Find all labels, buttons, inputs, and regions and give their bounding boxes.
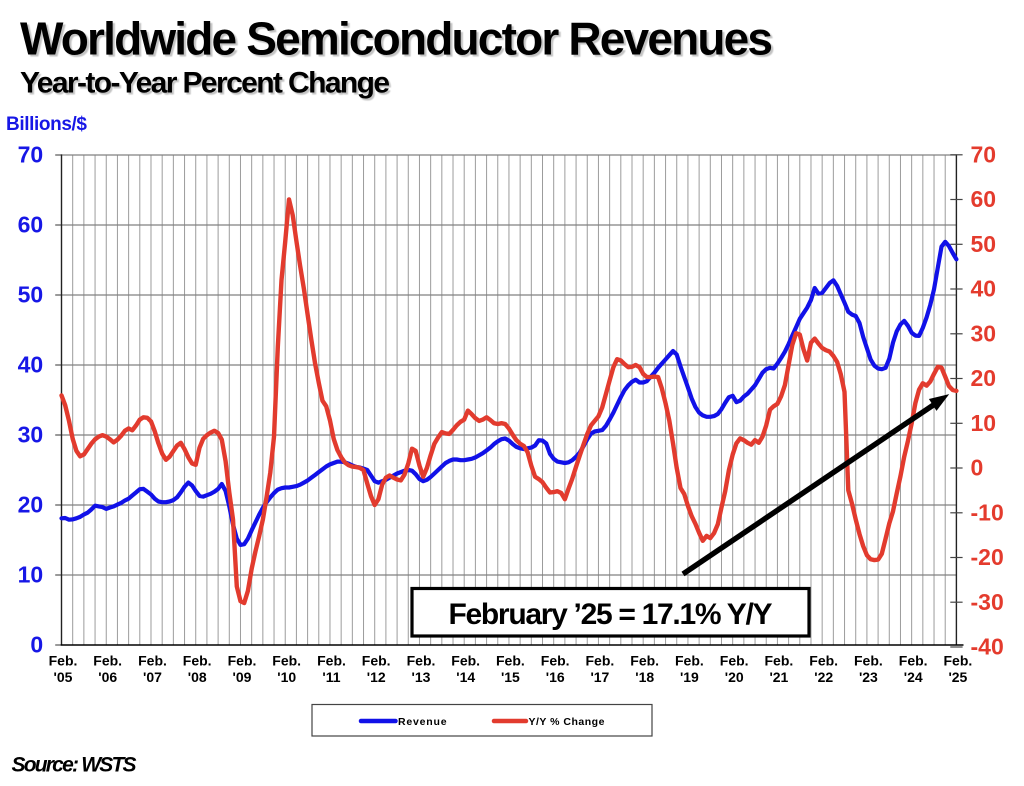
svg-text:Feb.: Feb.	[675, 653, 704, 669]
svg-text:Worldwide Semiconductor Revenu: Worldwide Semiconductor Revenues	[22, 15, 775, 67]
svg-text:30: 30	[971, 320, 997, 346]
svg-text:-10: -10	[971, 499, 1004, 525]
svg-text:'17: '17	[590, 669, 609, 685]
svg-text:'16: '16	[546, 669, 565, 685]
svg-text:'24: '24	[904, 669, 923, 685]
svg-text:Revenue: Revenue	[398, 716, 447, 728]
svg-text:Feb.: Feb.	[93, 653, 122, 669]
svg-text:Feb.: Feb.	[228, 653, 257, 669]
svg-text:Billions/$: Billions/$	[6, 114, 87, 135]
svg-text:Year-to-Year Percent Change: Year-to-Year Percent Change	[22, 68, 392, 101]
svg-text:'06: '06	[98, 669, 117, 685]
svg-text:'07: '07	[143, 669, 162, 685]
svg-text:0: 0	[30, 632, 43, 658]
svg-text:'19: '19	[680, 669, 699, 685]
svg-text:February ’25 = 17.1% Y/Y: February ’25 = 17.1% Y/Y	[449, 598, 773, 631]
svg-text:70: 70	[18, 142, 44, 168]
svg-text:Y/Y % Change: Y/Y % Change	[529, 716, 605, 728]
svg-text:-40: -40	[971, 634, 1004, 660]
svg-text:Feb.: Feb.	[183, 653, 212, 669]
svg-text:'12: '12	[367, 669, 386, 685]
svg-text:Worldwide Semiconductor Revenu: Worldwide Semiconductor Revenues	[20, 13, 773, 65]
svg-text:-20: -20	[971, 544, 1004, 570]
svg-text:'14: '14	[456, 669, 475, 685]
svg-text:20: 20	[971, 365, 997, 391]
svg-text:'22: '22	[814, 669, 833, 685]
svg-text:Feb.: Feb.	[899, 653, 928, 669]
svg-text:Feb.: Feb.	[272, 653, 301, 669]
svg-text:-30: -30	[971, 589, 1004, 615]
svg-text:Feb.: Feb.	[586, 653, 615, 669]
svg-text:'05: '05	[54, 669, 73, 685]
svg-text:'20: '20	[725, 669, 744, 685]
svg-text:Feb.: Feb.	[765, 653, 794, 669]
svg-text:'25: '25	[948, 669, 967, 685]
svg-text:'08: '08	[188, 669, 207, 685]
svg-text:Source: WSTS: Source: WSTS	[12, 754, 137, 777]
svg-text:Feb.: Feb.	[809, 653, 838, 669]
svg-text:30: 30	[18, 422, 44, 448]
svg-text:'15: '15	[501, 669, 520, 685]
svg-text:40: 40	[18, 352, 44, 378]
svg-text:'21: '21	[769, 669, 788, 685]
svg-text:40: 40	[971, 276, 997, 302]
svg-text:Feb.: Feb.	[541, 653, 570, 669]
svg-text:'18: '18	[635, 669, 654, 685]
svg-text:50: 50	[971, 231, 997, 257]
svg-text:10: 10	[971, 410, 997, 436]
svg-text:Year-to-Year Percent Change: Year-to-Year Percent Change	[20, 67, 390, 100]
svg-text:Feb.: Feb.	[720, 653, 749, 669]
svg-text:'09: '09	[233, 669, 252, 685]
svg-text:Feb.: Feb.	[854, 653, 883, 669]
svg-text:Feb.: Feb.	[138, 653, 167, 669]
svg-text:50: 50	[18, 282, 44, 308]
svg-text:Feb.: Feb.	[496, 653, 525, 669]
svg-text:Feb.: Feb.	[407, 653, 436, 669]
svg-text:Feb.: Feb.	[49, 653, 78, 669]
svg-text:Feb.: Feb.	[944, 653, 973, 669]
svg-text:Feb.: Feb.	[362, 653, 391, 669]
svg-text:Feb.: Feb.	[317, 653, 346, 669]
svg-text:10: 10	[18, 562, 44, 588]
svg-text:'23: '23	[859, 669, 878, 685]
svg-text:Feb.: Feb.	[451, 653, 480, 669]
svg-text:60: 60	[18, 212, 44, 238]
svg-text:0: 0	[971, 455, 984, 481]
svg-text:'10: '10	[277, 669, 296, 685]
svg-text:Feb.: Feb.	[630, 653, 659, 669]
svg-text:'13: '13	[412, 669, 431, 685]
svg-text:70: 70	[971, 142, 997, 168]
svg-text:'11: '11	[322, 669, 340, 685]
svg-text:60: 60	[971, 186, 997, 212]
svg-text:20: 20	[18, 492, 44, 518]
